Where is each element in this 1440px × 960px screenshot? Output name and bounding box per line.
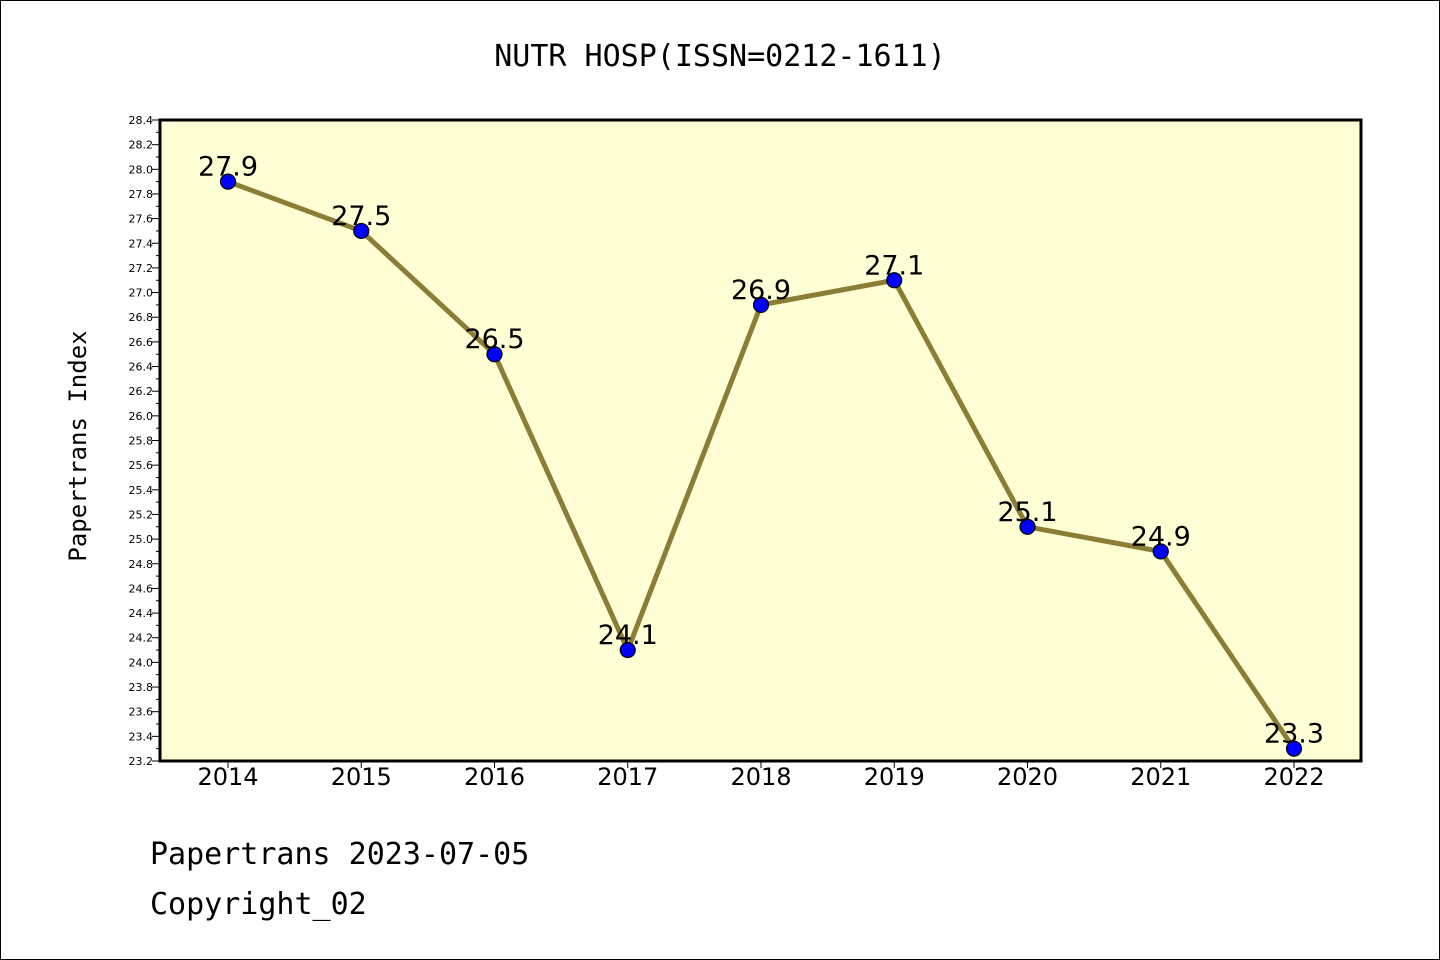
y-tick-label: 25.8 [129,435,154,448]
data-label: 27.9 [198,152,258,183]
y-tick-label: 25.4 [129,484,154,497]
y-tick-label: 26.0 [129,410,154,423]
y-tick-label: 24.8 [129,558,154,571]
data-labels: 27.9 27.5 26.5 24.1 26.9 27.1 25.1 24.9 23.3 [198,152,1324,750]
data-markers [219,173,1303,757]
y-tick-label: 24.6 [129,582,154,595]
y-tick-label: 27.4 [129,237,154,250]
data-label: 27.1 [864,250,924,281]
x-tick-label: 2016 [464,763,525,791]
y-tick-label: 26.2 [129,385,154,398]
x-tick-label: 2020 [997,763,1058,791]
x-tick-label: 2015 [331,763,392,791]
y-tick-label: 23.8 [129,681,154,694]
data-label: 27.5 [331,201,391,232]
data-point [752,296,770,314]
y-tick-label: 23.2 [129,755,154,768]
data-point [353,222,370,240]
y-tick-label: 28.4 [129,114,154,127]
y-tick-label: 26.6 [129,336,154,349]
data-label: 25.1 [997,497,1057,528]
data-point [1019,518,1036,535]
y-tick-label: 27.0 [129,287,154,300]
x-tick-label: 2017 [597,763,658,791]
chart-title: NUTR HOSP(ISSN=0212-1611) [494,39,946,74]
y-axis-label: Papertrans Index [64,330,92,561]
data-label: 23.3 [1264,719,1324,750]
y-tick-label: 25.0 [129,533,154,546]
y-tick-label: 27.2 [129,262,154,275]
data-label: 24.9 [1131,521,1191,552]
x-tick-label: 2022 [1263,763,1324,791]
y-tick-label: 26.8 [129,311,154,324]
y-tick-label: 27.6 [129,213,154,226]
data-point [219,173,237,190]
y-tick-label: 27.8 [129,188,154,201]
footer-date: Papertrans 2023-07-05 [150,837,529,872]
x-tick-label: 2019 [864,763,925,791]
data-point [1285,740,1303,757]
y-tick-label: 24.0 [129,656,154,669]
x-tick-label: 2018 [730,763,791,791]
y-tick-label: 25.2 [129,508,154,521]
x-tick-label: 2014 [197,763,258,791]
y-tick-label: 23.4 [129,730,154,743]
data-label: 24.1 [598,620,658,651]
plot-border [158,118,1363,763]
y-tick-label: 24.2 [129,632,154,645]
y-tick-label: 23.6 [129,706,154,719]
data-label: 26.9 [731,275,791,306]
x-axis-ticks: 2014 2015 2016 2017 2018 2019 2020 2021 2022 [197,761,1325,791]
y-tick-label: 24.4 [129,607,154,620]
y-tick-label: 25.6 [129,459,154,472]
footer-copyright: Copyright_02 [150,887,367,922]
y-tick-label: 28.0 [129,163,154,176]
data-label: 26.5 [464,324,524,355]
data-point [1152,543,1169,560]
y-tick-label: 26.4 [129,361,154,374]
data-point [486,346,503,363]
y-axis-ticks: 23.2 23.4 23.6 23.8 24.0 24.2 24.4 24.6 24.8 25.0… [129,114,160,768]
x-tick-label: 2021 [1130,763,1191,791]
data-point [886,272,903,289]
y-tick-label: 28.2 [129,139,154,152]
data-point [619,641,636,659]
